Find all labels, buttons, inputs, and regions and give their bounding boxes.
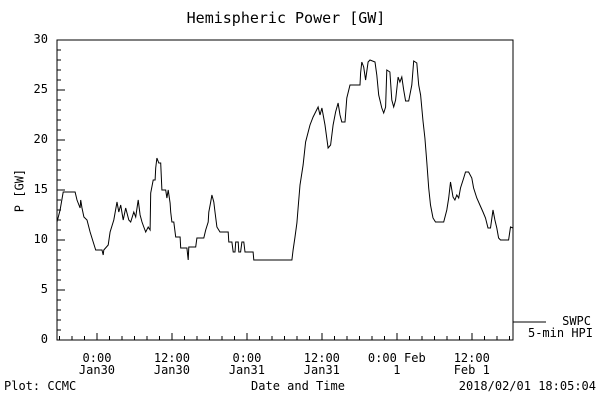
x-tick-label: 0:00 Jan30 bbox=[78, 351, 116, 377]
plot-credit-label: Plot: CCMC bbox=[4, 379, 77, 393]
legend-series-label: 5-min HPI bbox=[527, 326, 593, 340]
y-tick-label: 10 bbox=[33, 232, 48, 246]
x-tick-label: 12:00 Jan31 bbox=[303, 351, 340, 377]
y-tick-label: 25 bbox=[33, 82, 48, 96]
y-tick-label: 30 bbox=[33, 32, 48, 46]
x-tick-label: 0:00 Feb 1 bbox=[367, 351, 426, 377]
x-axis-label: Date and Time bbox=[251, 379, 345, 393]
chart-title: Hemispheric Power [GW] bbox=[186, 9, 386, 27]
x-tick-label: 12:00 Feb 1 bbox=[453, 351, 490, 377]
plot-frame bbox=[56, 39, 514, 341]
y-tick-label: 0 bbox=[40, 332, 48, 346]
legend-source-label: SWPC bbox=[562, 314, 591, 328]
x-tick-label: 0:00 Jan31 bbox=[228, 351, 265, 377]
data-line bbox=[56, 59, 514, 261]
y-tick-label: 15 bbox=[33, 182, 48, 196]
y-tick-label: 20 bbox=[33, 132, 48, 146]
render-timestamp: 2018/02/01 18:05:04 bbox=[458, 379, 596, 393]
x-tick-label: 12:00 Jan30 bbox=[153, 351, 190, 377]
y-tick-label: 5 bbox=[40, 282, 48, 296]
